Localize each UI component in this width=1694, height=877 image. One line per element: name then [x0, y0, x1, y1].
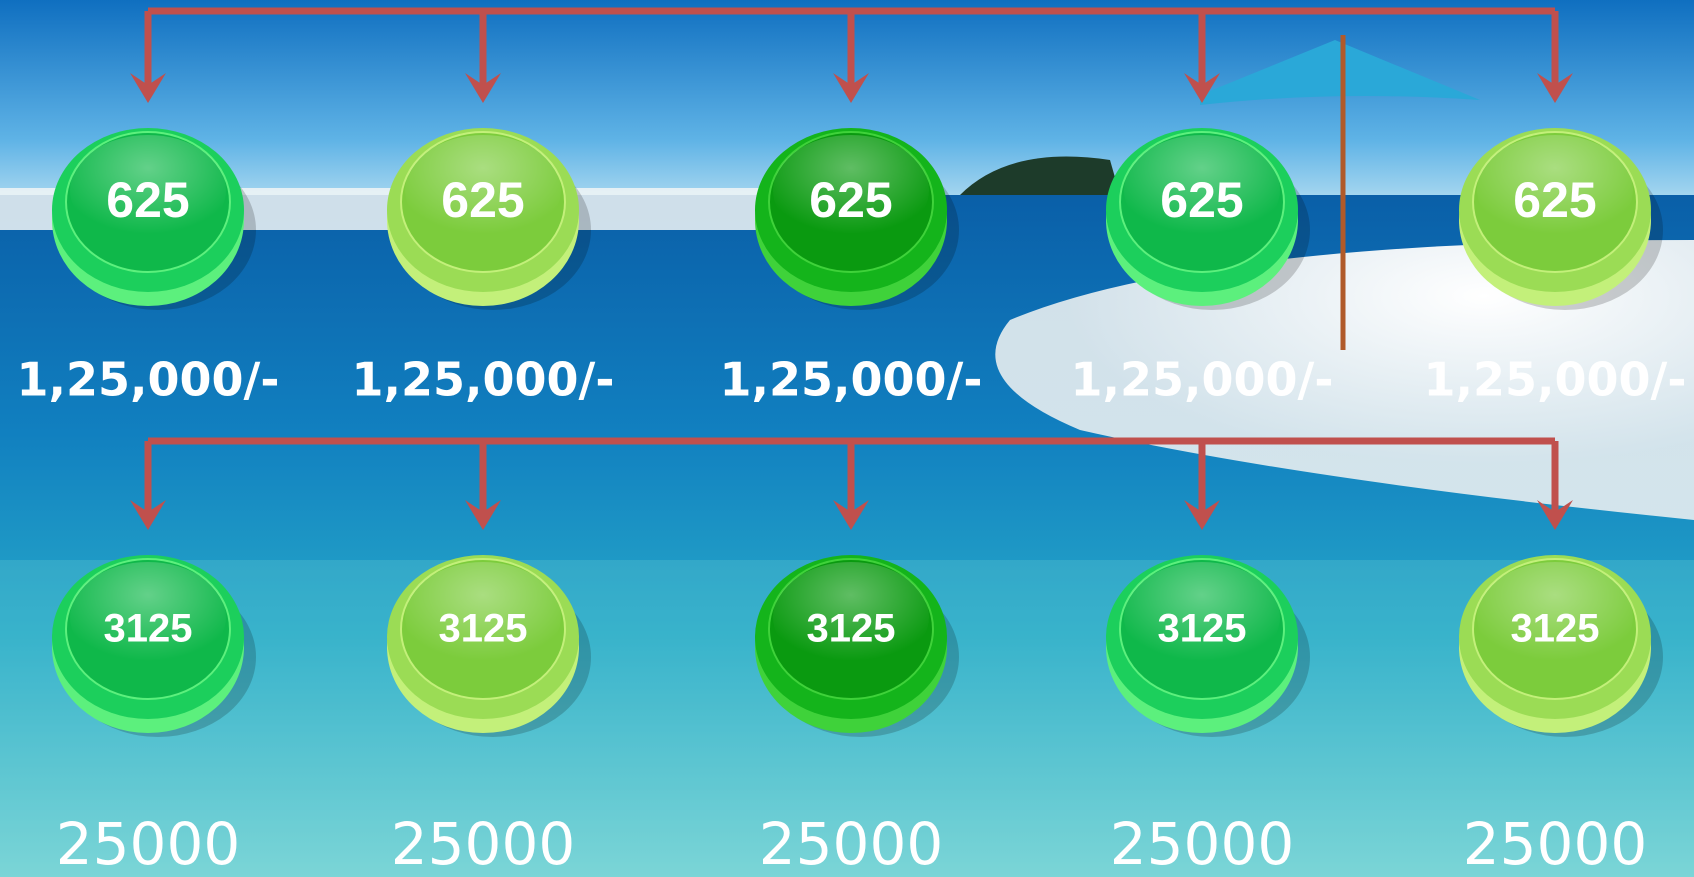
node-value: 625	[809, 172, 892, 228]
node-value: 3125	[104, 607, 193, 651]
node-value: 625	[1160, 172, 1243, 228]
node-label: 1,25,000/-	[352, 353, 615, 407]
node-label: 25000	[1110, 810, 1295, 877]
node-value: 3125	[1158, 607, 1247, 651]
node-label: 1,25,000/-	[1071, 353, 1334, 407]
node-value: 625	[441, 172, 524, 228]
node-value: 625	[1513, 172, 1596, 228]
node-value: 625	[106, 172, 189, 228]
node-value: 3125	[1511, 607, 1600, 651]
node-label: 25000	[391, 810, 576, 877]
diagram: 625 1,25,000/- 625 1,25,000/- 625 1,25,000/- 6…	[0, 0, 1694, 877]
node-value: 3125	[439, 607, 528, 651]
node-label: 25000	[1463, 810, 1648, 877]
page: 625 1,25,000/- 625 1,25,000/- 625 1,25,000/- 6…	[0, 0, 1694, 877]
node-label: 25000	[759, 810, 944, 877]
node-label: 1,25,000/-	[1424, 353, 1687, 407]
node-value: 3125	[807, 607, 896, 651]
node-label: 1,25,000/-	[720, 353, 983, 407]
node-label: 25000	[56, 810, 241, 877]
node-label: 1,25,000/-	[17, 353, 280, 407]
